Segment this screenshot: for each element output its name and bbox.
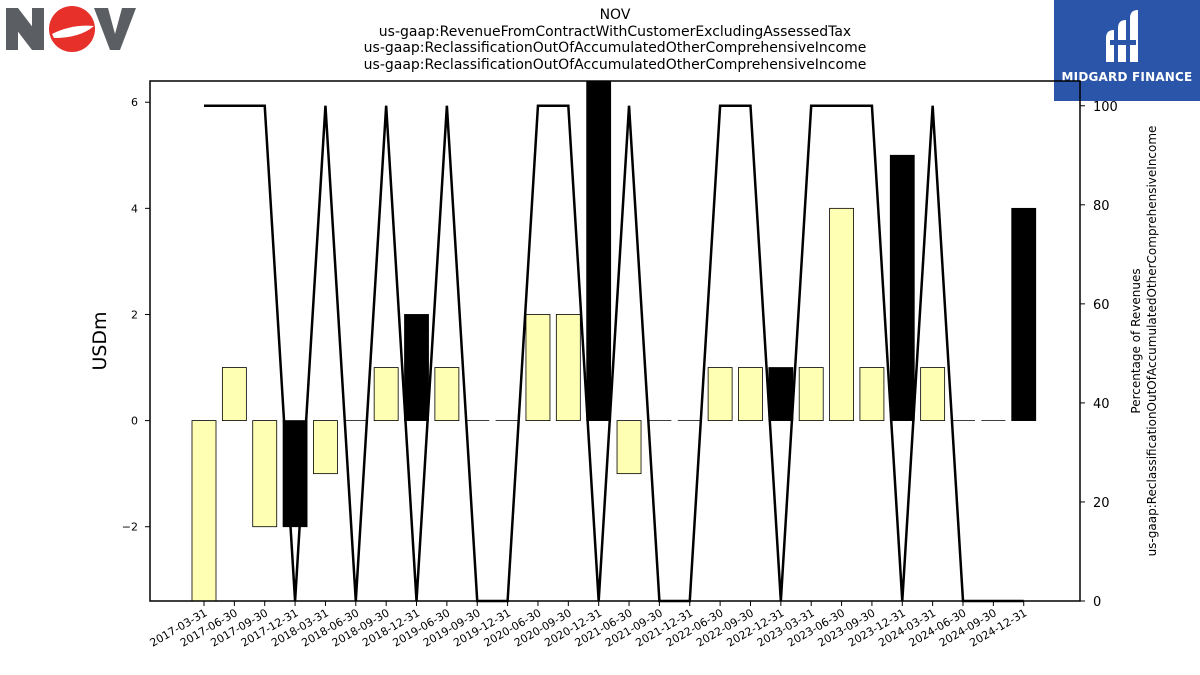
bar: [373, 367, 399, 421]
bar: [525, 314, 551, 421]
bar: [920, 367, 946, 421]
title-revenue-concept: us-gaap:RevenueFromContractWithCustomerE…: [378, 23, 852, 40]
bar: [586, 80, 612, 421]
bar: [738, 367, 763, 421]
bar: [707, 367, 733, 421]
y-axis-left: −2 0 2 4 6: [122, 96, 150, 534]
bar: [889, 154, 915, 421]
y2-tick-label: 20: [1093, 496, 1110, 511]
bar: [221, 367, 247, 421]
y-axis-label: USDm: [89, 311, 111, 370]
y-tick-label: 4: [131, 202, 138, 215]
y-axis-right: 0 20 40 60 80 100: [1080, 100, 1118, 610]
bar: [191, 420, 217, 602]
midgard-finance-logo: MIDGARD FINANCE: [1054, 0, 1200, 101]
y-tick-label: −2: [122, 521, 138, 534]
bar: [313, 420, 338, 475]
chart-title: NOV us-gaap:RevenueFromContractWithCusto…: [300, 7, 930, 73]
y2-axis-label-line2: us-gaap:ReclassificationOutOfAccumulated…: [1145, 126, 1159, 557]
bar: [768, 367, 794, 421]
y-tick-label: 0: [131, 415, 138, 428]
midgard-emblem-icon: [1106, 10, 1138, 62]
y2-tick-label: 40: [1093, 397, 1110, 412]
nov-logo: [6, 6, 136, 52]
midgard-brand-text: MIDGARD FINANCE: [1061, 70, 1193, 84]
y2-tick-label: 80: [1093, 199, 1110, 214]
bar: [404, 314, 429, 421]
bar: [1011, 207, 1037, 421]
bar: [829, 207, 854, 421]
y-tick-label: 2: [131, 308, 138, 321]
bar: [616, 420, 642, 475]
y-tick-label: 6: [131, 96, 138, 109]
bar: [434, 367, 460, 421]
bar: [555, 314, 581, 421]
y2-tick-label: 60: [1093, 298, 1110, 313]
title-reclass-concept-2: us-gaap:ReclassificationOutOfAccumulated…: [363, 56, 867, 73]
title-ticker: NOV: [599, 7, 631, 23]
y2-tick-label: 100: [1093, 100, 1118, 115]
y2-axis-label-line1: Percentage of Revenues: [1129, 268, 1143, 413]
title-reclass-concept: us-gaap:ReclassificationOutOfAccumulated…: [363, 40, 867, 56]
plot-frame: [149, 80, 1081, 602]
bar: [859, 367, 885, 421]
y2-tick-label: 0: [1093, 595, 1101, 610]
bar: [798, 367, 824, 421]
x-axis: 2017-03-312017-06-302017-09-302017-12-31…: [148, 601, 1029, 650]
bar: [252, 420, 278, 528]
line-layer: [204, 104, 1024, 603]
series-line: [204, 104, 1024, 603]
